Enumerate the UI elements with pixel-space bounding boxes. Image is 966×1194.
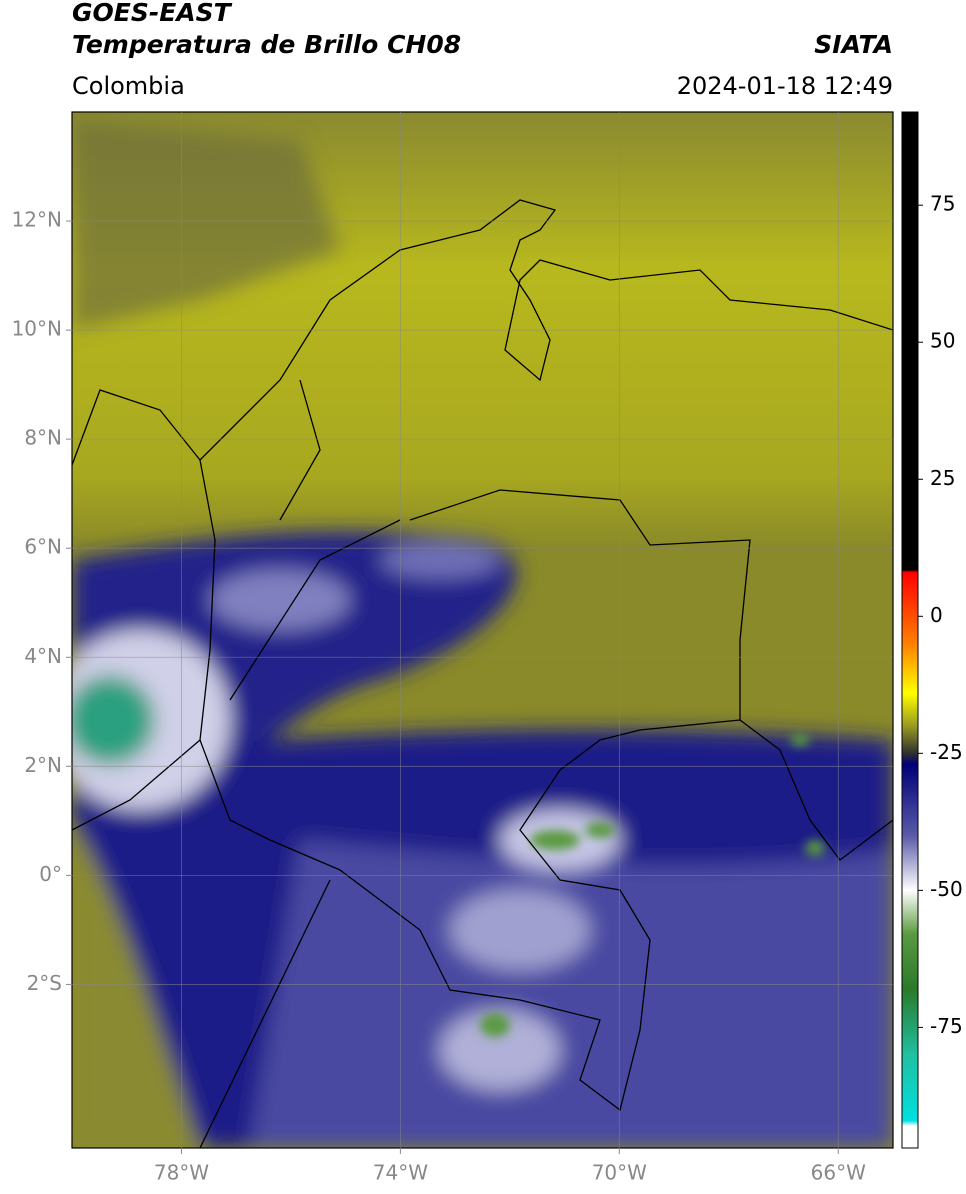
y-tick-label: 10°N <box>12 317 62 341</box>
product: Temperatura de Brillo CH08 <box>72 30 461 59</box>
y-tick-label: 4°N <box>24 644 62 668</box>
x-tick-label: 78°W <box>154 1161 209 1185</box>
colorbar-tick-label: 0 <box>930 603 943 627</box>
y-tick-label: 0° <box>39 862 62 886</box>
map-frame <box>71 111 894 1149</box>
y-tick-label: 2°N <box>24 753 62 777</box>
y-tick-label: 8°N <box>24 426 62 450</box>
colorbar-frame <box>901 111 919 1149</box>
source: SIATA <box>814 30 893 59</box>
colorbar-tick-label: -25 <box>930 740 963 764</box>
timestamp: 2024-01-18 12:49 <box>677 72 893 100</box>
satellite: GOES-EAST <box>72 0 233 27</box>
colorbar-tick-label: -75 <box>930 1014 963 1038</box>
colorbar <box>902 112 918 1148</box>
colorbar-tick-label: 25 <box>930 466 955 490</box>
y-tick-label: 6°N <box>24 535 62 559</box>
region: Colombia <box>72 72 185 100</box>
y-tick-label: 2°S <box>27 971 62 995</box>
colorbar-tick-label: -50 <box>930 877 963 901</box>
satellite-image <box>72 112 893 1148</box>
x-tick-label: 74°W <box>373 1161 428 1185</box>
x-tick-label: 66°W <box>811 1161 866 1185</box>
colorbar-tick-label: 50 <box>930 329 955 353</box>
y-tick-label: 12°N <box>12 208 62 232</box>
x-tick-label: 70°W <box>592 1161 647 1185</box>
colorbar-tick-label: 75 <box>930 192 955 216</box>
